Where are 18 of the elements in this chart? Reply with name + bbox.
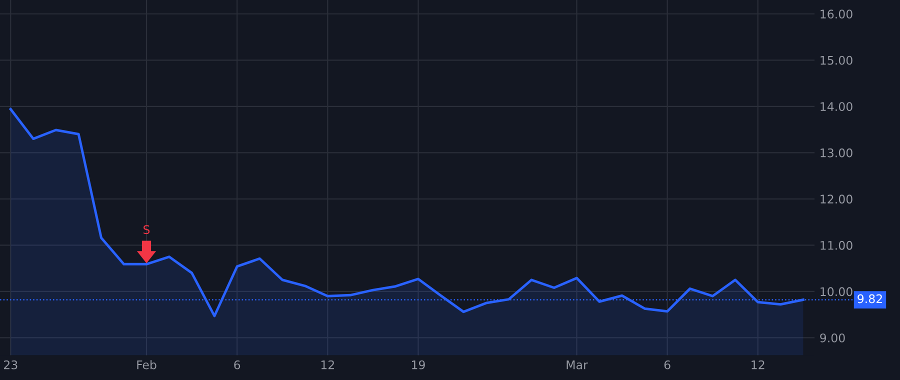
y-tick-label: 16.00 [820, 10, 852, 19]
x-tick-label: Mar [566, 360, 588, 370]
x-tick-label: 6 [234, 360, 240, 370]
y-tick-label: 14.00 [820, 102, 852, 112]
y-tick-label: 15.00 [820, 56, 852, 65]
annotation: S [144, 225, 150, 234]
y-tick-label: 12.00 [820, 194, 852, 204]
x-tick-label: 12 [321, 360, 334, 370]
y-tick-label: 10.00 [820, 287, 852, 296]
y-tick-label: 13.00 [820, 148, 852, 158]
ref-line-label: 9.82 [858, 294, 882, 304]
x-tick-label: Feb [137, 360, 156, 370]
x-tick-label: 6 [664, 360, 670, 370]
y-tick-label: 9.00 [820, 333, 845, 342]
y-tick-label: 11.00 [820, 240, 852, 250]
x-tick-label: 19 [412, 360, 425, 370]
x-tick-label: 23 [4, 360, 18, 370]
x-tick-label: 12 [752, 360, 764, 370]
